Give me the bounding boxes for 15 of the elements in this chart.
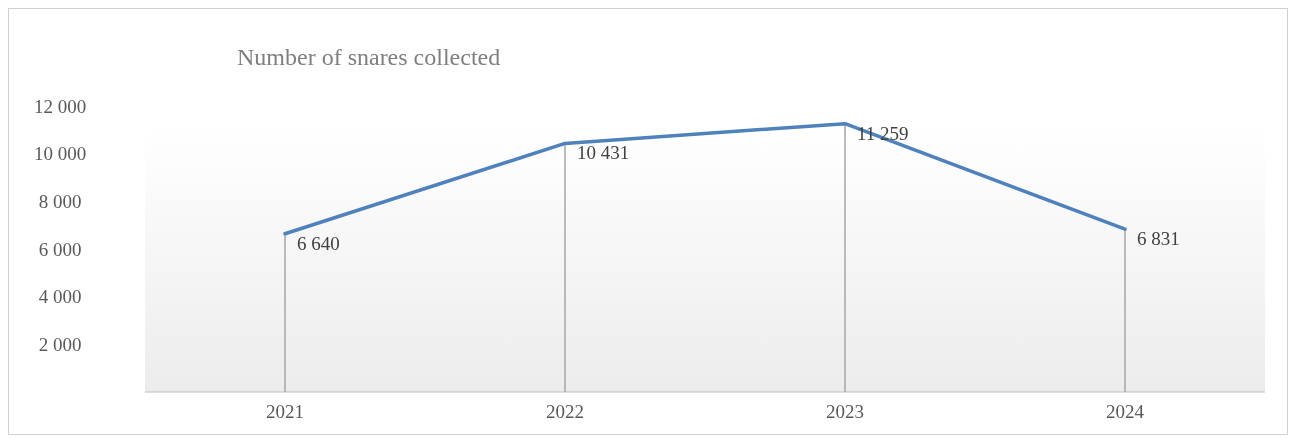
text: 6 640 (297, 232, 340, 254)
y-tick-label: 12 000 (33, 95, 87, 117)
x-tick-label: 2023 (826, 401, 864, 422)
y-tick-label: 8 000 (38, 190, 82, 212)
y-tick-label: 4 000 (38, 286, 82, 308)
x-tick-label: 2022 (546, 401, 584, 422)
y-tick-label: 10 000 (33, 143, 87, 165)
x-tick-label: 2024 (1106, 401, 1145, 422)
y-tick-label: 2 000 (38, 333, 82, 355)
text: 6 831 (1137, 228, 1180, 250)
x-tick-label: 2021 (266, 401, 304, 422)
text: 10 431 (577, 142, 630, 164)
chart-title: Number of snares collected (237, 44, 501, 70)
line-series (283, 121, 1127, 236)
y-tick-label: 6 000 (38, 238, 82, 260)
